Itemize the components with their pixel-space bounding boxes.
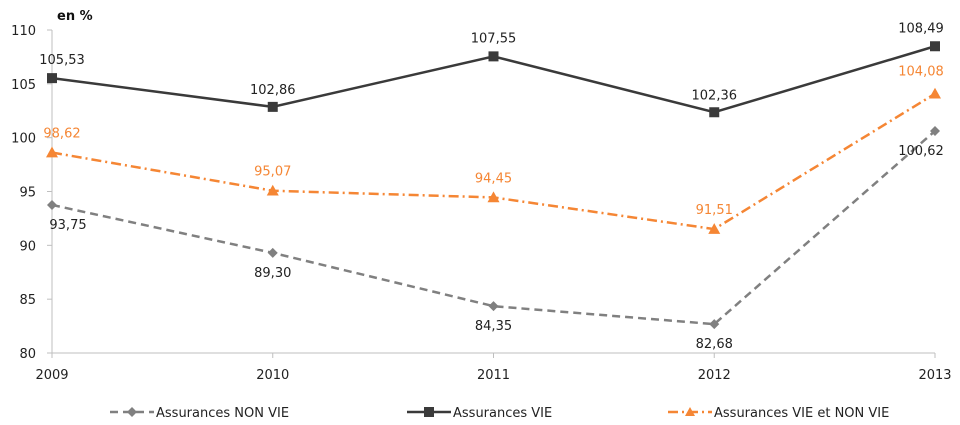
y-tick-label: 90: [19, 239, 36, 254]
series-line: [51, 92, 936, 231]
y-axis-label: en %: [57, 9, 93, 24]
y-tick-label: 80: [19, 347, 36, 362]
y-tick-label: 100: [11, 132, 36, 147]
data-label: 102,86: [250, 83, 296, 98]
data-label: 108,49: [898, 21, 944, 36]
y-tick-label: 95: [19, 186, 36, 201]
data-label: 95,07: [254, 165, 291, 180]
marker-triangle: [266, 184, 279, 196]
series-assurances-vie: [47, 41, 940, 118]
marker-diamond: [267, 247, 278, 258]
marker-diamond: [930, 125, 940, 136]
marker-triangle: [487, 191, 500, 203]
legend-label: Assurances VIE: [453, 406, 552, 421]
marker-square: [930, 41, 940, 52]
legend: Assurances NON VIE Assurances VIE Assuranc…: [110, 406, 889, 421]
data-label: 104,08: [898, 65, 944, 80]
y-tick-label: 105: [11, 78, 36, 93]
marker-square: [709, 107, 720, 118]
data-labels: 93,75 89,30 84,35 82,68 100,62 105,53 102,86 10…: [39, 21, 944, 352]
series-line: [51, 130, 936, 326]
marker-square: [47, 73, 57, 84]
marker-square: [424, 407, 434, 417]
marker-square: [267, 101, 278, 112]
legend-item: Assurances VIE et NON VIE: [668, 406, 889, 421]
data-label: 93,75: [49, 218, 86, 233]
data-label: 105,53: [39, 53, 85, 68]
x-tick-label: 2013: [918, 368, 951, 383]
x-tick-label: 2009: [35, 368, 68, 383]
marker-diamond: [488, 301, 499, 312]
x-tick-label: 2011: [477, 368, 510, 383]
legend-item: Assurances VIE: [407, 406, 552, 421]
chart-axes: 80 85 90 95 100 105 110 2009 2010 2011 2012 2013: [11, 24, 951, 383]
marker-triangle: [685, 407, 695, 416]
data-label: 98,62: [43, 127, 80, 142]
data-label: 100,62: [898, 144, 944, 159]
data-label: 84,35: [475, 319, 512, 334]
series-layer: [46, 41, 941, 330]
legend-label: Assurances VIE et NON VIE: [714, 406, 889, 421]
y-tick-label: 85: [19, 293, 36, 308]
x-tick-label: 2010: [256, 368, 289, 383]
series-assurances-vie-et-non-vie: [46, 87, 941, 234]
series-assurances-non-vie: [47, 125, 940, 330]
data-label: 94,45: [475, 171, 512, 186]
marker-triangle: [929, 87, 941, 99]
legend-item: Assurances NON VIE: [110, 406, 289, 421]
data-label: 82,68: [696, 337, 733, 352]
data-label: 89,30: [254, 266, 291, 281]
marker-triangle: [46, 146, 58, 158]
marker-diamond: [47, 199, 57, 210]
legend-label: Assurances NON VIE: [156, 406, 289, 421]
marker-diamond: [709, 319, 720, 330]
data-label: 102,36: [692, 88, 738, 103]
y-tick-label: 110: [11, 24, 36, 39]
marker-square: [488, 51, 499, 62]
data-label: 107,55: [471, 31, 517, 46]
marker-diamond: [127, 407, 137, 417]
data-label: 91,51: [696, 203, 733, 218]
x-tick-label: 2012: [698, 368, 731, 383]
marker-triangle: [708, 223, 721, 234]
